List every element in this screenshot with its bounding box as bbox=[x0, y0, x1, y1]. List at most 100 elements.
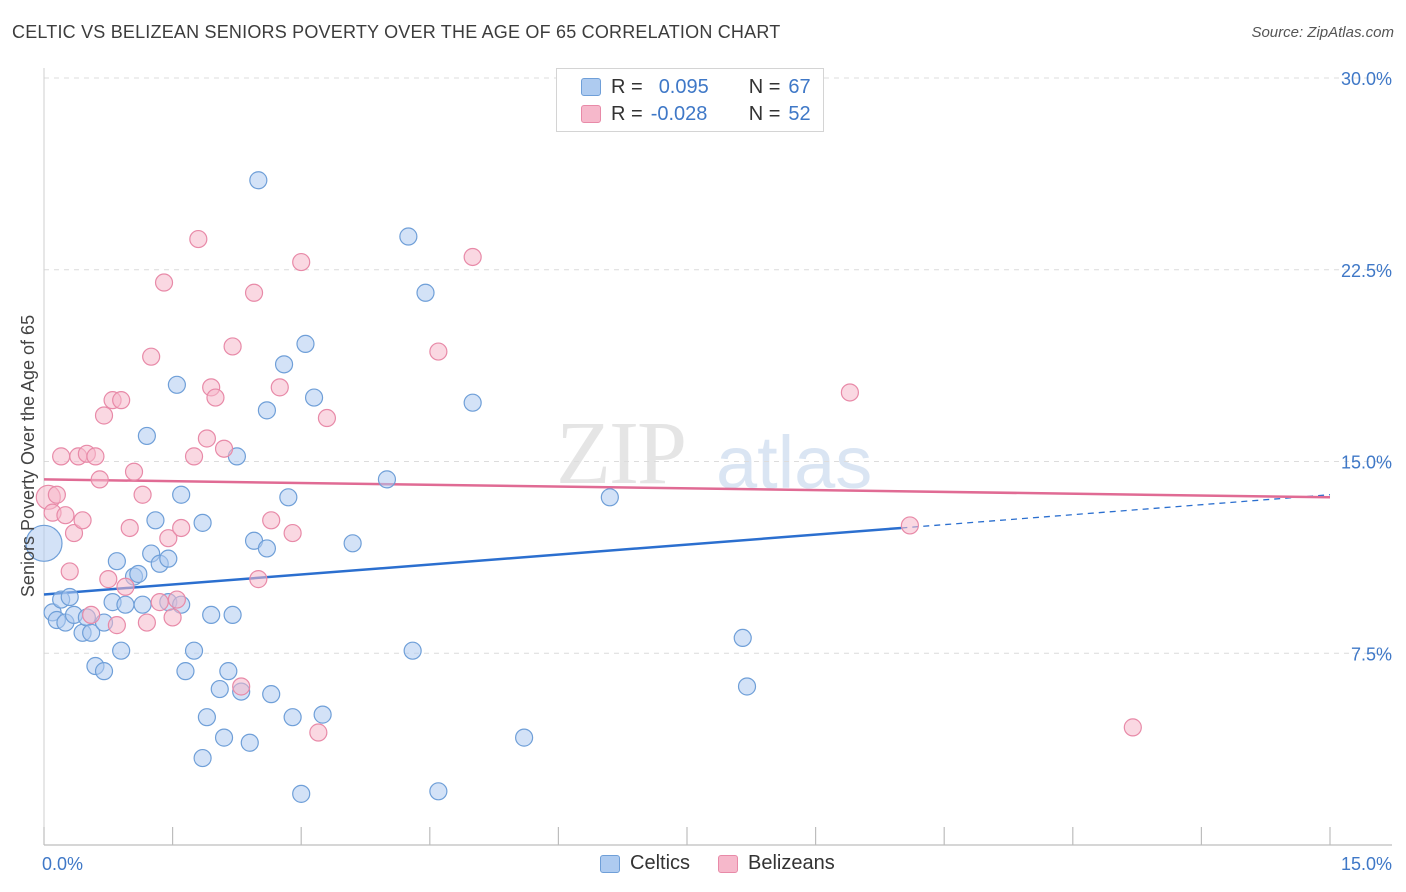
legend-item-belizeans: Belizeans bbox=[718, 852, 835, 875]
belizeans-point bbox=[64, 523, 84, 543]
belizeans-point bbox=[150, 593, 169, 612]
celtics-point bbox=[600, 488, 619, 507]
data-points bbox=[25, 171, 1142, 803]
celtics-point bbox=[223, 605, 242, 625]
r-label: R = bbox=[611, 75, 643, 98]
belizeans-point bbox=[52, 447, 71, 466]
celtics-point bbox=[172, 485, 191, 504]
celtics-point bbox=[129, 564, 148, 584]
belizeans-point bbox=[244, 283, 264, 302]
belizeans-point bbox=[167, 590, 186, 609]
celtics-point bbox=[274, 355, 294, 374]
belizeans-point bbox=[90, 470, 109, 489]
belizeans-point bbox=[249, 570, 268, 589]
celtics-point bbox=[116, 595, 135, 614]
belizeans-point bbox=[840, 383, 859, 402]
celtics-trend-line bbox=[43, 526, 902, 596]
celtics-point bbox=[377, 470, 397, 489]
belizeans-point bbox=[429, 342, 448, 361]
belizeans-swatch bbox=[581, 105, 601, 123]
celtics-point bbox=[159, 549, 178, 568]
celtics-point bbox=[240, 733, 259, 752]
celtics-point bbox=[60, 587, 79, 607]
correlation-legend: R = 0.095 N = 67 R = -0.028 N = 52 bbox=[556, 68, 824, 132]
celtics-point bbox=[257, 539, 277, 558]
legend-row-celtics: R = 0.095 N = 67 bbox=[581, 74, 811, 100]
axes bbox=[43, 68, 1392, 846]
belizeans-point bbox=[112, 391, 131, 410]
celtics-point bbox=[296, 334, 315, 353]
belizeans-point bbox=[189, 229, 208, 249]
celtics-point bbox=[214, 728, 234, 747]
r-value: -0.028 bbox=[650, 102, 708, 125]
belizeans-point bbox=[60, 562, 79, 581]
celtics-point bbox=[399, 227, 418, 246]
belizeans-point bbox=[124, 462, 144, 481]
celtics-point bbox=[463, 393, 482, 412]
celtics-point bbox=[343, 534, 362, 553]
chart-title: CELTIC VS BELIZEAN SENIORS POVERTY OVER … bbox=[12, 22, 781, 42]
belizeans-point bbox=[154, 273, 174, 292]
belizeans-point bbox=[463, 247, 482, 267]
celtics-point bbox=[257, 401, 277, 420]
celtics-point bbox=[193, 513, 212, 532]
belizeans-point bbox=[1123, 718, 1142, 737]
r-value: 0.095 bbox=[658, 75, 709, 98]
n-value: 67 bbox=[788, 75, 811, 98]
celtics-trend-extension bbox=[901, 494, 1331, 529]
belizeans-point bbox=[270, 378, 289, 397]
series-legend: Celtics Belizeans bbox=[600, 852, 863, 875]
belizeans-point bbox=[159, 529, 178, 548]
celtics-point bbox=[737, 677, 757, 696]
y-axis-label: Seniors Poverty Over the Age of 65 bbox=[18, 315, 38, 597]
celtics-point bbox=[304, 388, 324, 407]
y-tick-label: 15.0% bbox=[1341, 453, 1392, 473]
n-label: N = bbox=[748, 102, 781, 125]
celtics-point bbox=[416, 283, 435, 302]
x-tick-label: 0.0% bbox=[42, 854, 83, 874]
r-label: R = bbox=[611, 102, 643, 125]
celtics-point bbox=[137, 426, 156, 446]
belizeans-point bbox=[317, 408, 337, 428]
belizeans-point bbox=[900, 516, 920, 535]
belizeans-trend-line bbox=[43, 478, 1331, 499]
belizeans-point bbox=[232, 677, 251, 696]
legend-label-celtics: Celtics bbox=[630, 852, 691, 874]
belizeans-point bbox=[86, 447, 105, 466]
celtics-point bbox=[515, 728, 534, 747]
belizeans-point bbox=[137, 613, 156, 632]
celtics-point bbox=[283, 708, 302, 727]
belizeans-point bbox=[163, 608, 182, 627]
x-tick-label: 15.0% bbox=[1341, 854, 1392, 874]
celtics-point bbox=[94, 662, 114, 681]
celtics-point bbox=[82, 623, 101, 642]
celtics-point bbox=[202, 605, 221, 625]
celtics-point bbox=[219, 662, 238, 681]
belizeans-point bbox=[283, 523, 302, 543]
y-tick-label: 30.0% bbox=[1341, 69, 1392, 89]
source-credit: Source: ZipAtlas.com bbox=[1251, 24, 1394, 41]
celtics-point bbox=[733, 628, 752, 648]
trend-lines bbox=[43, 478, 1331, 596]
belizeans-point bbox=[99, 570, 118, 589]
celtics-point bbox=[197, 708, 216, 727]
belizeans-point bbox=[133, 485, 152, 504]
belizeans-point bbox=[107, 616, 126, 635]
belizeans-point bbox=[223, 337, 242, 356]
celtics-point bbox=[176, 662, 195, 681]
belizeans-point bbox=[82, 605, 101, 625]
celtics-point bbox=[210, 679, 229, 699]
celtics-point bbox=[279, 488, 298, 507]
y-tick-label: 22.5% bbox=[1341, 261, 1392, 281]
y-tick-label: 7.5% bbox=[1351, 644, 1392, 664]
celtics-point bbox=[112, 641, 131, 660]
celtics-point bbox=[313, 705, 332, 724]
belizeans-point bbox=[309, 723, 328, 742]
belizeans-point bbox=[73, 511, 92, 530]
grid-lines bbox=[44, 77, 1392, 654]
celtics-point bbox=[107, 552, 126, 571]
belizeans-point bbox=[206, 388, 225, 407]
celtics-point bbox=[292, 784, 311, 803]
celtics-point bbox=[429, 782, 448, 801]
